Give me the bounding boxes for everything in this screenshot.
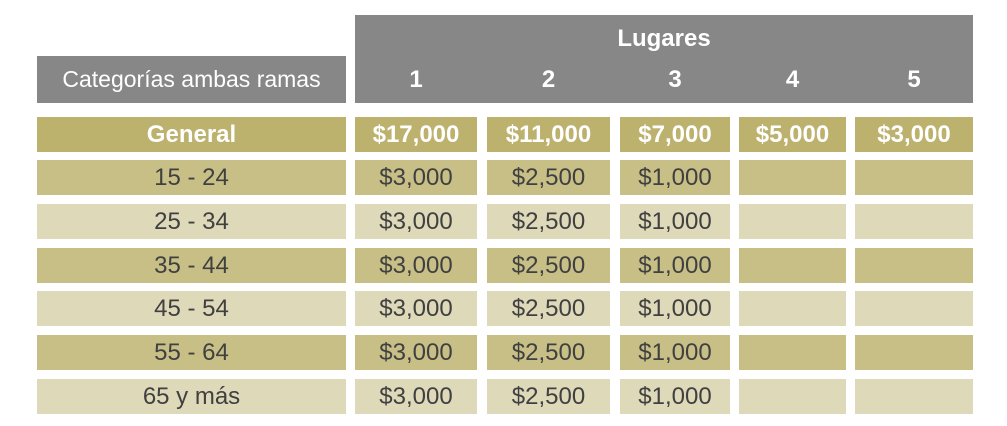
prize-cell: $1,000 <box>620 248 730 283</box>
lugares-header-band: Lugares <box>355 15 973 103</box>
prize-cell <box>855 248 973 283</box>
prize-cell <box>855 204 973 239</box>
row-label: 15 - 24 <box>37 160 346 195</box>
prize-cell: $5,000 <box>739 117 846 152</box>
category-header: Categorías ambas ramas <box>37 56 346 103</box>
row-label: 25 - 34 <box>37 204 346 239</box>
prize-cell: $2,500 <box>487 160 610 195</box>
prize-cell: $3,000 <box>355 379 477 414</box>
column-header-2: 2 <box>541 66 556 93</box>
prize-cell: $3,000 <box>355 335 477 370</box>
prize-cell <box>739 335 846 370</box>
prize-cell: $2,500 <box>487 379 610 414</box>
row-label: 45 - 54 <box>37 291 346 326</box>
prize-cell <box>739 204 846 239</box>
column-header-3: 3 <box>668 66 682 93</box>
prize-cell: $3,000 <box>355 204 477 239</box>
lugares-title: Lugares <box>617 25 711 52</box>
prize-cell <box>855 379 973 414</box>
row-label: 35 - 44 <box>37 248 346 283</box>
prize-cell: $1,000 <box>620 204 730 239</box>
column-header-5: 5 <box>907 66 921 93</box>
prize-cell <box>855 160 973 195</box>
row-label: 65 y más <box>37 379 346 414</box>
prize-cell: $17,000 <box>355 117 477 152</box>
prize-cell <box>855 291 973 326</box>
prize-cell: $1,000 <box>620 160 730 195</box>
row-label-general: General <box>37 117 346 152</box>
prize-cell: $11,000 <box>487 117 610 152</box>
prize-cell <box>739 291 846 326</box>
prize-cell: $2,500 <box>487 248 610 283</box>
column-header-4: 4 <box>785 66 800 93</box>
prize-cell <box>739 248 846 283</box>
prize-cell <box>739 379 846 414</box>
prize-cell: $3,000 <box>355 291 477 326</box>
prize-cell <box>739 160 846 195</box>
prize-cell: $2,500 <box>487 335 610 370</box>
prize-cell: $3,000 <box>855 117 973 152</box>
row-label: 55 - 64 <box>37 335 346 370</box>
column-header-1: 1 <box>409 66 423 93</box>
prize-cell: $3,000 <box>355 248 477 283</box>
prize-cell: $1,000 <box>620 335 730 370</box>
prize-cell: $2,500 <box>487 291 610 326</box>
prize-cell: $7,000 <box>620 117 730 152</box>
prize-cell: $1,000 <box>620 291 730 326</box>
prize-cell: $2,500 <box>487 204 610 239</box>
prize-cell <box>855 335 973 370</box>
prize-cell: $3,000 <box>355 160 477 195</box>
prize-cell: $1,000 <box>620 379 730 414</box>
